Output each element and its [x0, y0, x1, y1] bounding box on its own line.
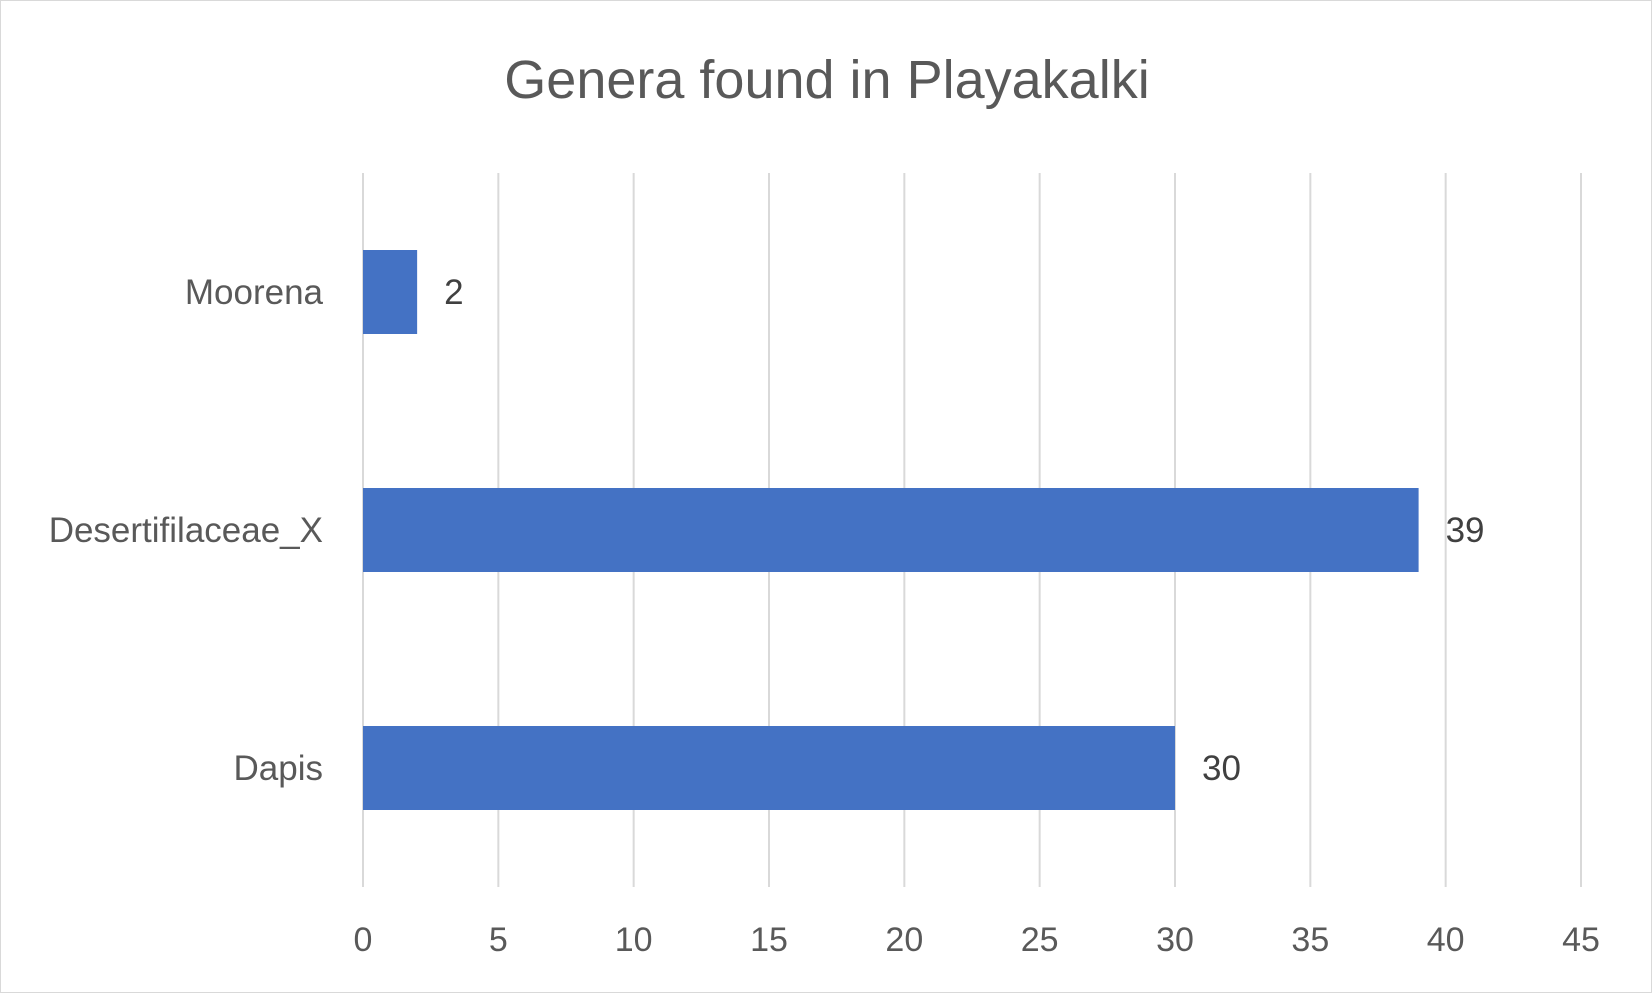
- data-label: 39: [1446, 511, 1485, 550]
- x-tick-label: 15: [750, 921, 788, 959]
- x-tick-label: 0: [354, 921, 373, 959]
- x-tick-label: 35: [1291, 921, 1329, 959]
- category-label: Desertifilaceae_X: [49, 511, 323, 550]
- x-tick-label: 20: [885, 921, 923, 959]
- chart-title: Genera found in Playakalki: [504, 50, 1149, 110]
- data-labels: 2 39 30: [444, 273, 1484, 788]
- x-tick-label: 45: [1562, 921, 1600, 959]
- category-label: Dapis: [234, 749, 323, 788]
- x-tick-label: 10: [615, 921, 653, 959]
- bar-moorena: [363, 250, 418, 334]
- bar-desertifilaceae-x: [363, 488, 1419, 572]
- x-tick-label: 25: [1021, 921, 1059, 959]
- x-tick-label: 40: [1427, 921, 1465, 959]
- x-tick-label: 30: [1156, 921, 1194, 959]
- x-axis-tick-labels: 0 5 10 15 20 25 30 35 40 45: [354, 921, 1600, 959]
- data-label: 2: [444, 273, 463, 312]
- category-labels: Moorena Desertifilaceae_X Dapis: [49, 273, 324, 788]
- data-label: 30: [1202, 749, 1241, 788]
- x-tick-label: 5: [489, 921, 508, 959]
- category-label: Moorena: [185, 273, 324, 312]
- bars: [363, 250, 1419, 810]
- bar-dapis: [363, 726, 1175, 810]
